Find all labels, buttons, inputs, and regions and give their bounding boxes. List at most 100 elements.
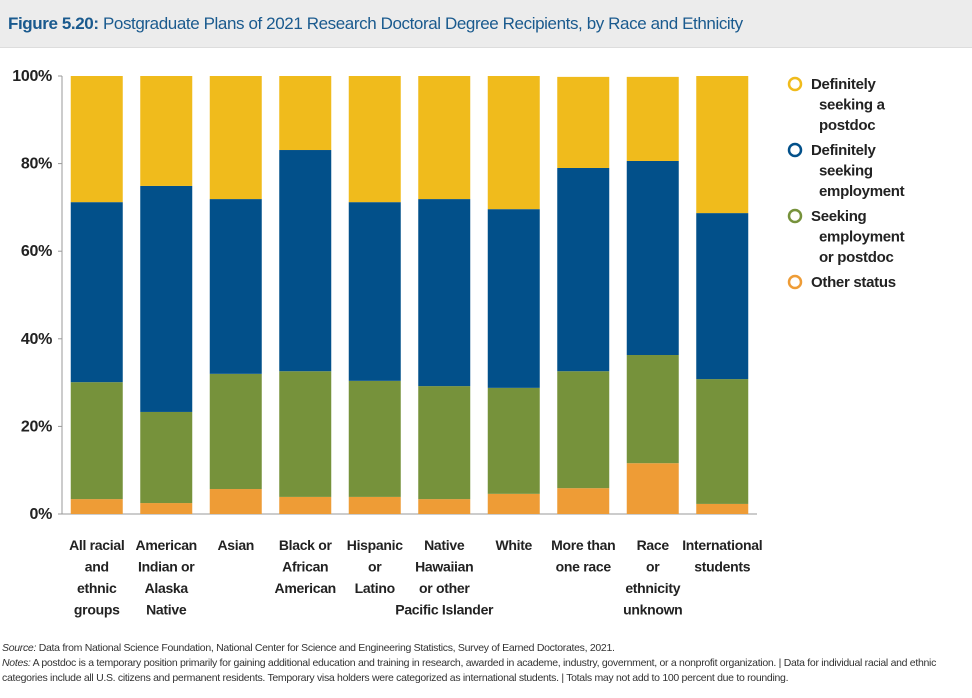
figure-label: Figure 5.20: [8,14,99,33]
text-line: seeking a [819,97,886,114]
y-tick-label: 60% [21,243,52,260]
text-line: International [682,537,762,553]
bar-segment [70,202,123,383]
bar-segment [557,167,610,372]
bar-segment [487,209,540,388]
bar-segment [140,76,193,186]
text-line: and [85,559,109,575]
x-tick-label: White [495,537,532,553]
text-line: unknown [623,602,682,618]
text-line: American [275,580,336,596]
text-line: Hispanic [347,537,403,553]
text-line: Native [424,537,465,553]
text-line: Alaska [145,580,189,596]
x-tick-label: Race or ethnicity unknown [623,537,682,618]
text-line: Pacific Islander [395,602,494,618]
chart: 0% 20% 40% 60% 80% 100% All racial and ethnic gro… [12,68,905,618]
chart-title: Postgraduate Plans of 2021 Research Doct… [102,14,743,33]
bar-segment [418,499,471,514]
text-line: groups [74,602,120,618]
text-line: Native [146,602,187,618]
legend-marker [787,208,803,224]
notes: Notes: A postdoc is a temporary position… [2,656,968,686]
x-tick-label: Asian [217,537,254,553]
bar-segment [348,496,401,514]
source-text: Data from National Science Foundation, N… [38,642,615,654]
bar-segment [279,150,332,372]
bar-segment [209,76,262,200]
x-tick-label: More than one race [551,537,615,575]
bar-segment [209,199,262,374]
text-line: Definitely [811,76,876,93]
text-line: Hawaiian [415,559,473,575]
bar-segment [626,76,679,161]
text-line: Other status [811,274,896,291]
text-line: students [694,559,750,575]
legend-label: Definitely seeking employment [811,142,905,200]
bar-segment [140,411,193,504]
bar-segment [279,76,332,151]
text-line: or other [419,580,470,596]
text-line: or [368,559,382,575]
x-tick-label: All racial and ethnic groups [69,537,124,618]
text-line: African [282,559,328,575]
text-line: employment [819,183,905,200]
bar-segment [279,496,332,514]
x-tick-label: Native Hawaiian or other Pacific Islander [395,537,494,618]
bar-segment [418,386,471,500]
bar-segment [696,503,749,514]
bar-segment [626,160,679,356]
bar-segment [348,76,401,203]
text-line: ethnic [77,580,117,596]
bar-segment [418,76,471,200]
text-line: postdoc [819,117,875,134]
text-line: employment [819,229,905,246]
footer: Source: Data from National Science Found… [2,641,968,686]
text-line: or postdoc [819,249,894,266]
legend-label: Definitely seeking a postdoc [811,76,886,134]
bar-segment [487,493,540,514]
legend-label: Seeking employment or postdoc [811,208,905,266]
bar-segment [696,213,749,380]
bar-segment [487,387,540,494]
text-line: Asian [217,537,254,553]
legend-marker [787,274,803,290]
y-tick-label: 20% [21,418,52,435]
text-line: White [495,537,532,553]
bar-segment [279,371,332,497]
bar-segment [557,371,610,489]
x-tick-label: Black or African American [275,537,336,596]
text-line: Latino [355,580,395,596]
text-line: Race [637,537,670,553]
text-line: Definitely [811,142,876,159]
text-line: ethnicity [625,580,680,596]
text-line: American [136,537,197,553]
bar-segment [696,379,749,504]
bar-segment [140,185,193,412]
legend-marker [787,142,803,158]
x-tick-label: American Indian or Alaska Native [136,537,197,618]
text-line: one race [556,559,612,575]
bar-segment [70,382,123,500]
bar-segment [557,76,610,168]
y-tick-label: 40% [21,331,52,348]
header: Figure 5.20: Postgraduate Plans of 2021 … [0,0,972,48]
text-line: or [646,559,660,575]
text-line: All racial [69,537,124,553]
bar-segment [70,499,123,514]
legend-marker [787,76,803,92]
bar-segment [209,489,262,514]
x-tick-label: International students [682,537,762,575]
text-line: Seeking [811,208,867,225]
bar-segment [209,373,262,490]
bar-segment [348,380,401,497]
text-line: Black or [279,537,333,553]
bar-segment [418,199,471,387]
text-line: seeking [819,163,873,180]
text-line: Indian or [138,559,195,575]
y-tick-label: 100% [12,68,52,85]
bar-segment [487,76,540,210]
y-tick-label: 80% [21,156,52,173]
bar-segment [348,202,401,381]
bar-segment [70,76,123,203]
